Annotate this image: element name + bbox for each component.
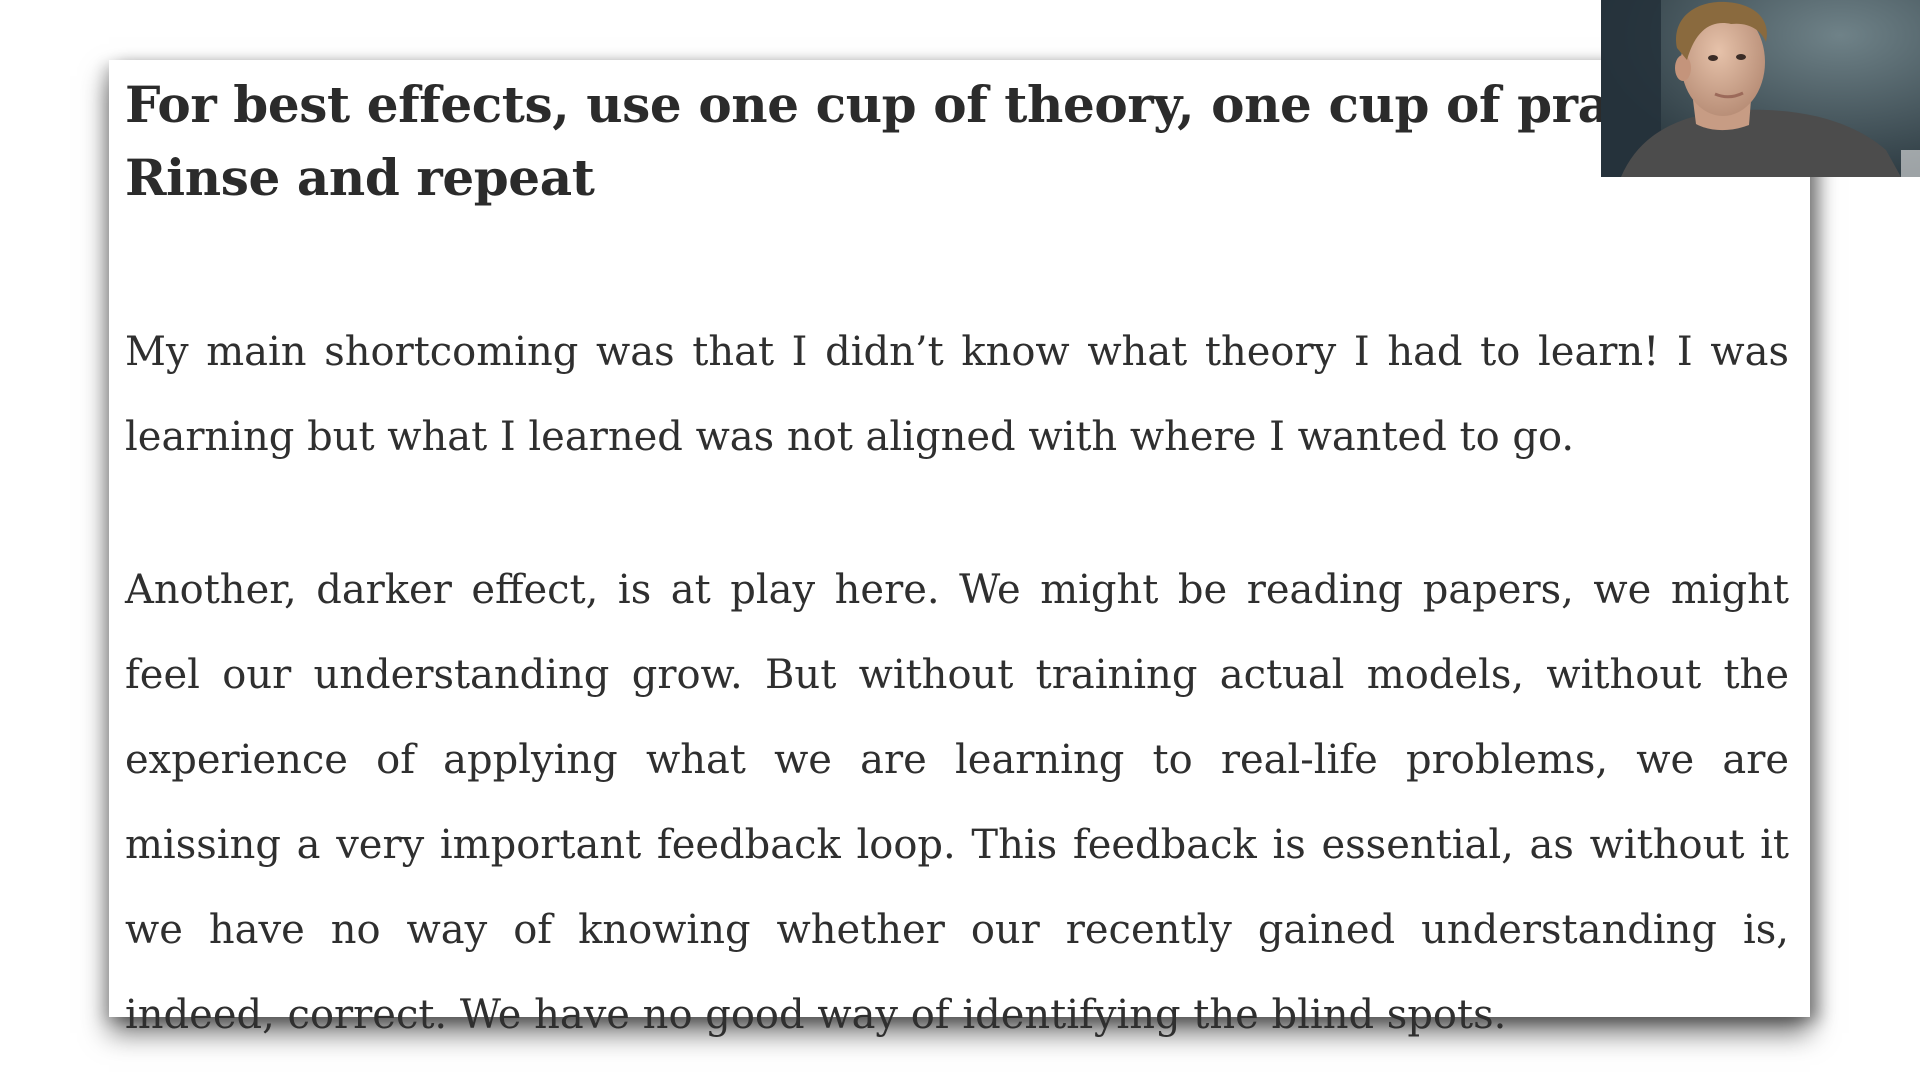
presenter-eye (1708, 55, 1718, 61)
paragraph-line: Another, darker effect, is at play here.… (125, 567, 1789, 613)
article-heading: For best effects, use one cup of theory,… (125, 68, 1825, 214)
paragraph-line: My main shortcoming was that I didn’t kn… (125, 329, 1789, 375)
paragraph-line: indeed, correct. We have no good way of … (125, 992, 1507, 1038)
presenter-ear (1675, 55, 1691, 81)
paragraph: Another, darker effect, is at play here.… (125, 548, 1789, 1058)
paragraph: My main shortcoming was that I didn’t kn… (125, 310, 1789, 480)
presenter-shirt (1621, 109, 1901, 177)
article-card: For best effects, use one cup of theory,… (109, 60, 1810, 1038)
paragraph-line: learning but what I learned was not alig… (125, 414, 1575, 460)
presenter-mouth (1714, 91, 1744, 99)
presenter-eye (1736, 54, 1746, 60)
paragraph-line: experience of applying what we are learn… (125, 737, 1789, 783)
paragraph-line: feel our understanding grow. But without… (125, 652, 1789, 698)
heading-line: Rinse and repeat (125, 148, 595, 207)
presenter-webcam-icon (1601, 0, 1920, 177)
presenter-face (1681, 8, 1765, 116)
paragraph-line: missing a very important feedback loop. … (125, 822, 1789, 868)
paragraph-line: we have no way of knowing whether our re… (125, 907, 1789, 953)
presenter-hair (1676, 1, 1767, 60)
heading-line: For best effects, use one cup of theory,… (125, 75, 1760, 134)
presenter-webcam-overlay (1601, 0, 1920, 177)
webcam-edge-object (1901, 150, 1920, 177)
